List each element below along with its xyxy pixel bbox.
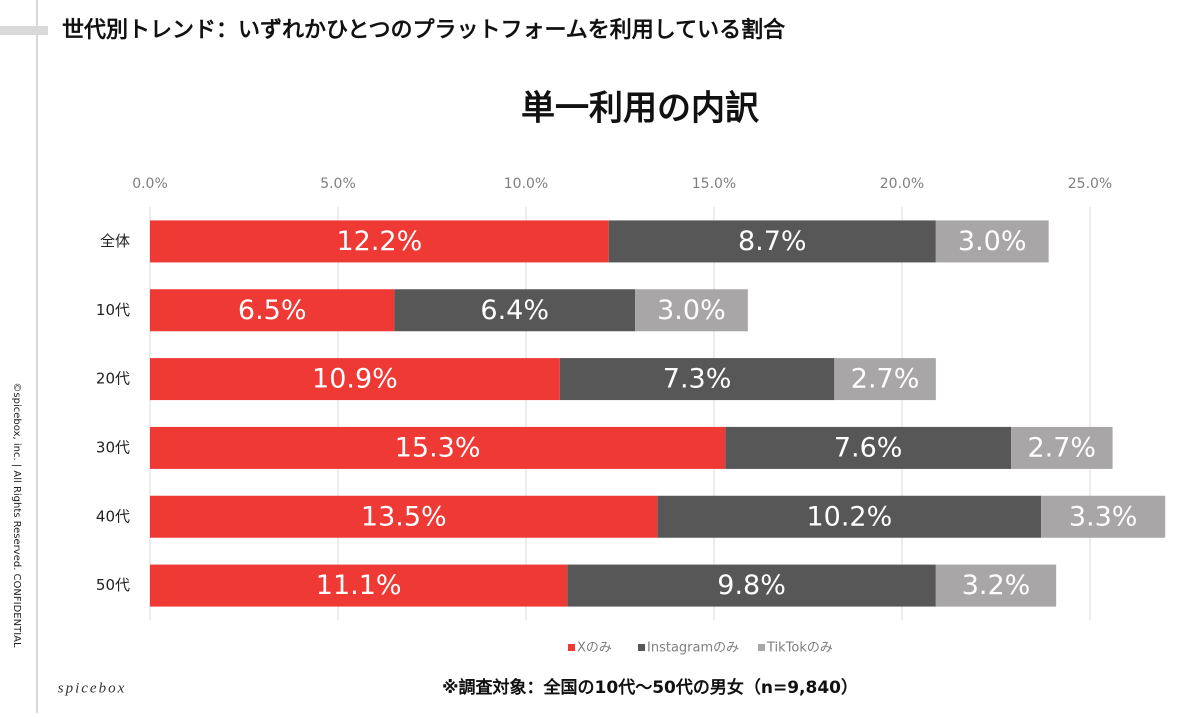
value-label: 12.2% (336, 226, 422, 257)
x-tick-label: 15.0% (692, 176, 736, 192)
bar-segment (834, 358, 936, 401)
bar-segment (1011, 426, 1113, 469)
value-label: 7.6% (834, 432, 903, 463)
bar-segment (935, 220, 1049, 263)
value-label: 3.0% (958, 226, 1027, 257)
value-label: 7.3% (663, 364, 732, 395)
x-tick-label: 20.0% (880, 176, 924, 192)
bar-segment (150, 495, 658, 538)
bar-segment (635, 289, 748, 332)
bar-segment (150, 220, 609, 263)
y-tick-label: 10代 (96, 301, 130, 319)
legend-label: Xのみ (577, 641, 612, 656)
legend-label: Instagramのみ (647, 641, 739, 656)
legend-swatch (568, 644, 575, 651)
value-label: 3.2% (962, 570, 1031, 601)
bar-segment (150, 358, 560, 401)
footnote: ※調査対象：全国の10代〜50代の男女（n=9,840） (442, 677, 858, 698)
value-label: 2.7% (851, 364, 920, 395)
bar-segment (150, 564, 568, 607)
copyright: ©spicebox, inc. | All Rights Reserved. C… (11, 382, 22, 648)
legend-label: TikTokのみ (766, 641, 833, 656)
x-tick-label: 25.0% (1068, 176, 1112, 192)
x-tick-label: 0.0% (132, 176, 168, 192)
chart-title: 単一利用の内訳 (521, 89, 760, 129)
value-label: 3.0% (657, 295, 726, 326)
value-label: 9.8% (717, 570, 786, 601)
y-tick-label: 全体 (100, 232, 130, 250)
x-tick-label: 5.0% (320, 176, 356, 192)
value-label: 13.5% (361, 501, 447, 532)
legend-swatch (638, 644, 645, 651)
y-tick-label: 50代 (96, 576, 130, 594)
bar-segment (559, 358, 835, 401)
bar-segment (725, 426, 1012, 469)
legend-swatch (758, 644, 765, 651)
value-label: 10.9% (312, 364, 398, 395)
value-label: 6.5% (238, 295, 307, 326)
value-label: 15.3% (395, 432, 481, 463)
bar-segment (935, 564, 1057, 607)
bar-segment (150, 426, 726, 469)
y-tick-label: 40代 (96, 507, 130, 525)
value-label: 11.1% (316, 570, 402, 601)
bar-segment (150, 289, 395, 332)
value-label: 3.3% (1069, 501, 1138, 532)
header-bar (0, 26, 48, 35)
value-label: 2.7% (1027, 432, 1096, 463)
header-title: 世代別トレンド：いずれかひとつのプラットフォームを利用している割合 (62, 17, 786, 43)
bar-segment (567, 564, 936, 607)
value-label: 8.7% (738, 226, 807, 257)
value-label: 6.4% (480, 295, 549, 326)
value-label: 10.2% (806, 501, 892, 532)
y-tick-label: 20代 (96, 370, 130, 388)
bar-segment (394, 289, 636, 332)
x-tick-label: 10.0% (504, 176, 548, 192)
y-tick-label: 30代 (96, 438, 130, 456)
bar-segment (608, 220, 936, 263)
bar-segment (657, 495, 1042, 538)
bar-segment (1041, 495, 1166, 538)
logo: spicebox (58, 680, 126, 696)
